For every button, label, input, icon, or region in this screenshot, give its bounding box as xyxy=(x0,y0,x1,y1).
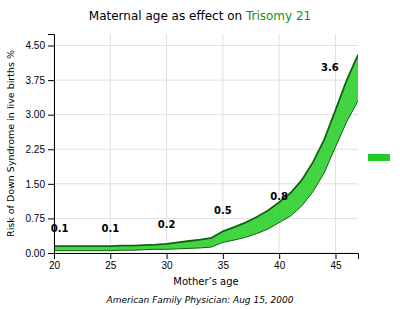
x-tick-label: 40 xyxy=(274,260,286,271)
y-tick-label: 0.00 xyxy=(26,248,46,259)
data-label: 0.2 xyxy=(158,219,176,230)
x-tick: 40 xyxy=(274,253,286,271)
x-tick-label: 20 xyxy=(49,260,61,271)
x-tick: 45 xyxy=(330,253,342,271)
x-axis-line xyxy=(55,254,359,260)
grid-line-y xyxy=(54,45,358,46)
x-tick-label: 45 xyxy=(330,260,342,271)
y-tick: 1.50 xyxy=(26,179,54,190)
grid-line-x xyxy=(222,34,223,253)
x-tick: 35 xyxy=(218,253,230,271)
y-tick-label: 4.50 xyxy=(26,40,46,51)
y-axis-line xyxy=(48,35,55,254)
grid xyxy=(54,34,358,253)
y-tick: 0.75 xyxy=(26,213,54,224)
grid-line-y xyxy=(54,218,358,219)
y-tick-mark xyxy=(48,80,54,81)
data-label: 0.8 xyxy=(270,191,288,202)
x-tick: 20 xyxy=(49,253,61,271)
y-tick-mark xyxy=(48,149,54,150)
x-tick-label: 35 xyxy=(218,260,230,271)
x-axis: 20 25 30 35 40 45 xyxy=(49,253,359,271)
grid-line-x xyxy=(110,34,111,253)
x-tick-mark xyxy=(223,253,224,259)
ribbon xyxy=(54,55,358,251)
y-tick-mark xyxy=(48,253,54,254)
chart: 20 25 30 35 40 45 0.00 0.75 1.50 2.25 3.00 3.75 4.50… xyxy=(0,0,400,309)
x-tick-label: 30 xyxy=(162,260,174,271)
grid-line-y xyxy=(54,149,358,150)
grid-line-y xyxy=(54,114,358,115)
y-tick: 2.25 xyxy=(26,144,54,155)
grid-line-y xyxy=(54,80,358,81)
y-axis-title: Risk of Down Syndrome in live births % xyxy=(5,50,16,237)
y-tick-mark xyxy=(48,184,54,185)
x-tick-label: 25 xyxy=(105,260,117,271)
x-axis-title: Mother’s age xyxy=(173,276,238,287)
data-label: 0.1 xyxy=(101,223,119,234)
title-part: Trisomy 21 xyxy=(245,9,311,23)
legend-swatch xyxy=(368,154,390,161)
y-tick: 4.50 xyxy=(26,40,54,51)
data-label: 0.5 xyxy=(214,205,232,216)
y-tick-label: 0.75 xyxy=(26,213,46,224)
y-tick: 3.75 xyxy=(26,75,54,86)
data-label: 3.6 xyxy=(321,62,339,73)
y-tick: 0.00 xyxy=(26,248,54,259)
y-tick-mark xyxy=(48,218,54,219)
x-tick: 30 xyxy=(162,253,174,271)
data-label: 0.1 xyxy=(51,223,69,234)
marks xyxy=(54,55,358,251)
ribbon-lower-edge xyxy=(54,101,358,251)
y-tick: 3.00 xyxy=(26,109,54,120)
y-tick-label: 3.00 xyxy=(26,109,46,120)
y-tick-label: 3.75 xyxy=(26,75,46,86)
y-tick-mark xyxy=(48,46,54,47)
title-part: Maternal age as effect on xyxy=(89,9,246,23)
x-tick-mark xyxy=(110,253,111,259)
y-tick-label: 1.50 xyxy=(26,179,46,190)
x-tick-mark xyxy=(167,253,168,259)
title: Maternal age as effect on Trisomy 21 xyxy=(89,9,311,23)
x-tick: 25 xyxy=(105,253,117,271)
y-tick-mark xyxy=(48,115,54,116)
x-tick-mark xyxy=(279,253,280,259)
y-tick-label: 2.25 xyxy=(26,144,46,155)
ribbon-upper-edge xyxy=(54,55,358,246)
source: American Family Physician: Aug 15, 2000 xyxy=(105,295,293,305)
x-tick-mark xyxy=(335,253,336,259)
annotations: 0.1 0.1 0.2 0.5 0.8 3.6 xyxy=(51,62,339,234)
